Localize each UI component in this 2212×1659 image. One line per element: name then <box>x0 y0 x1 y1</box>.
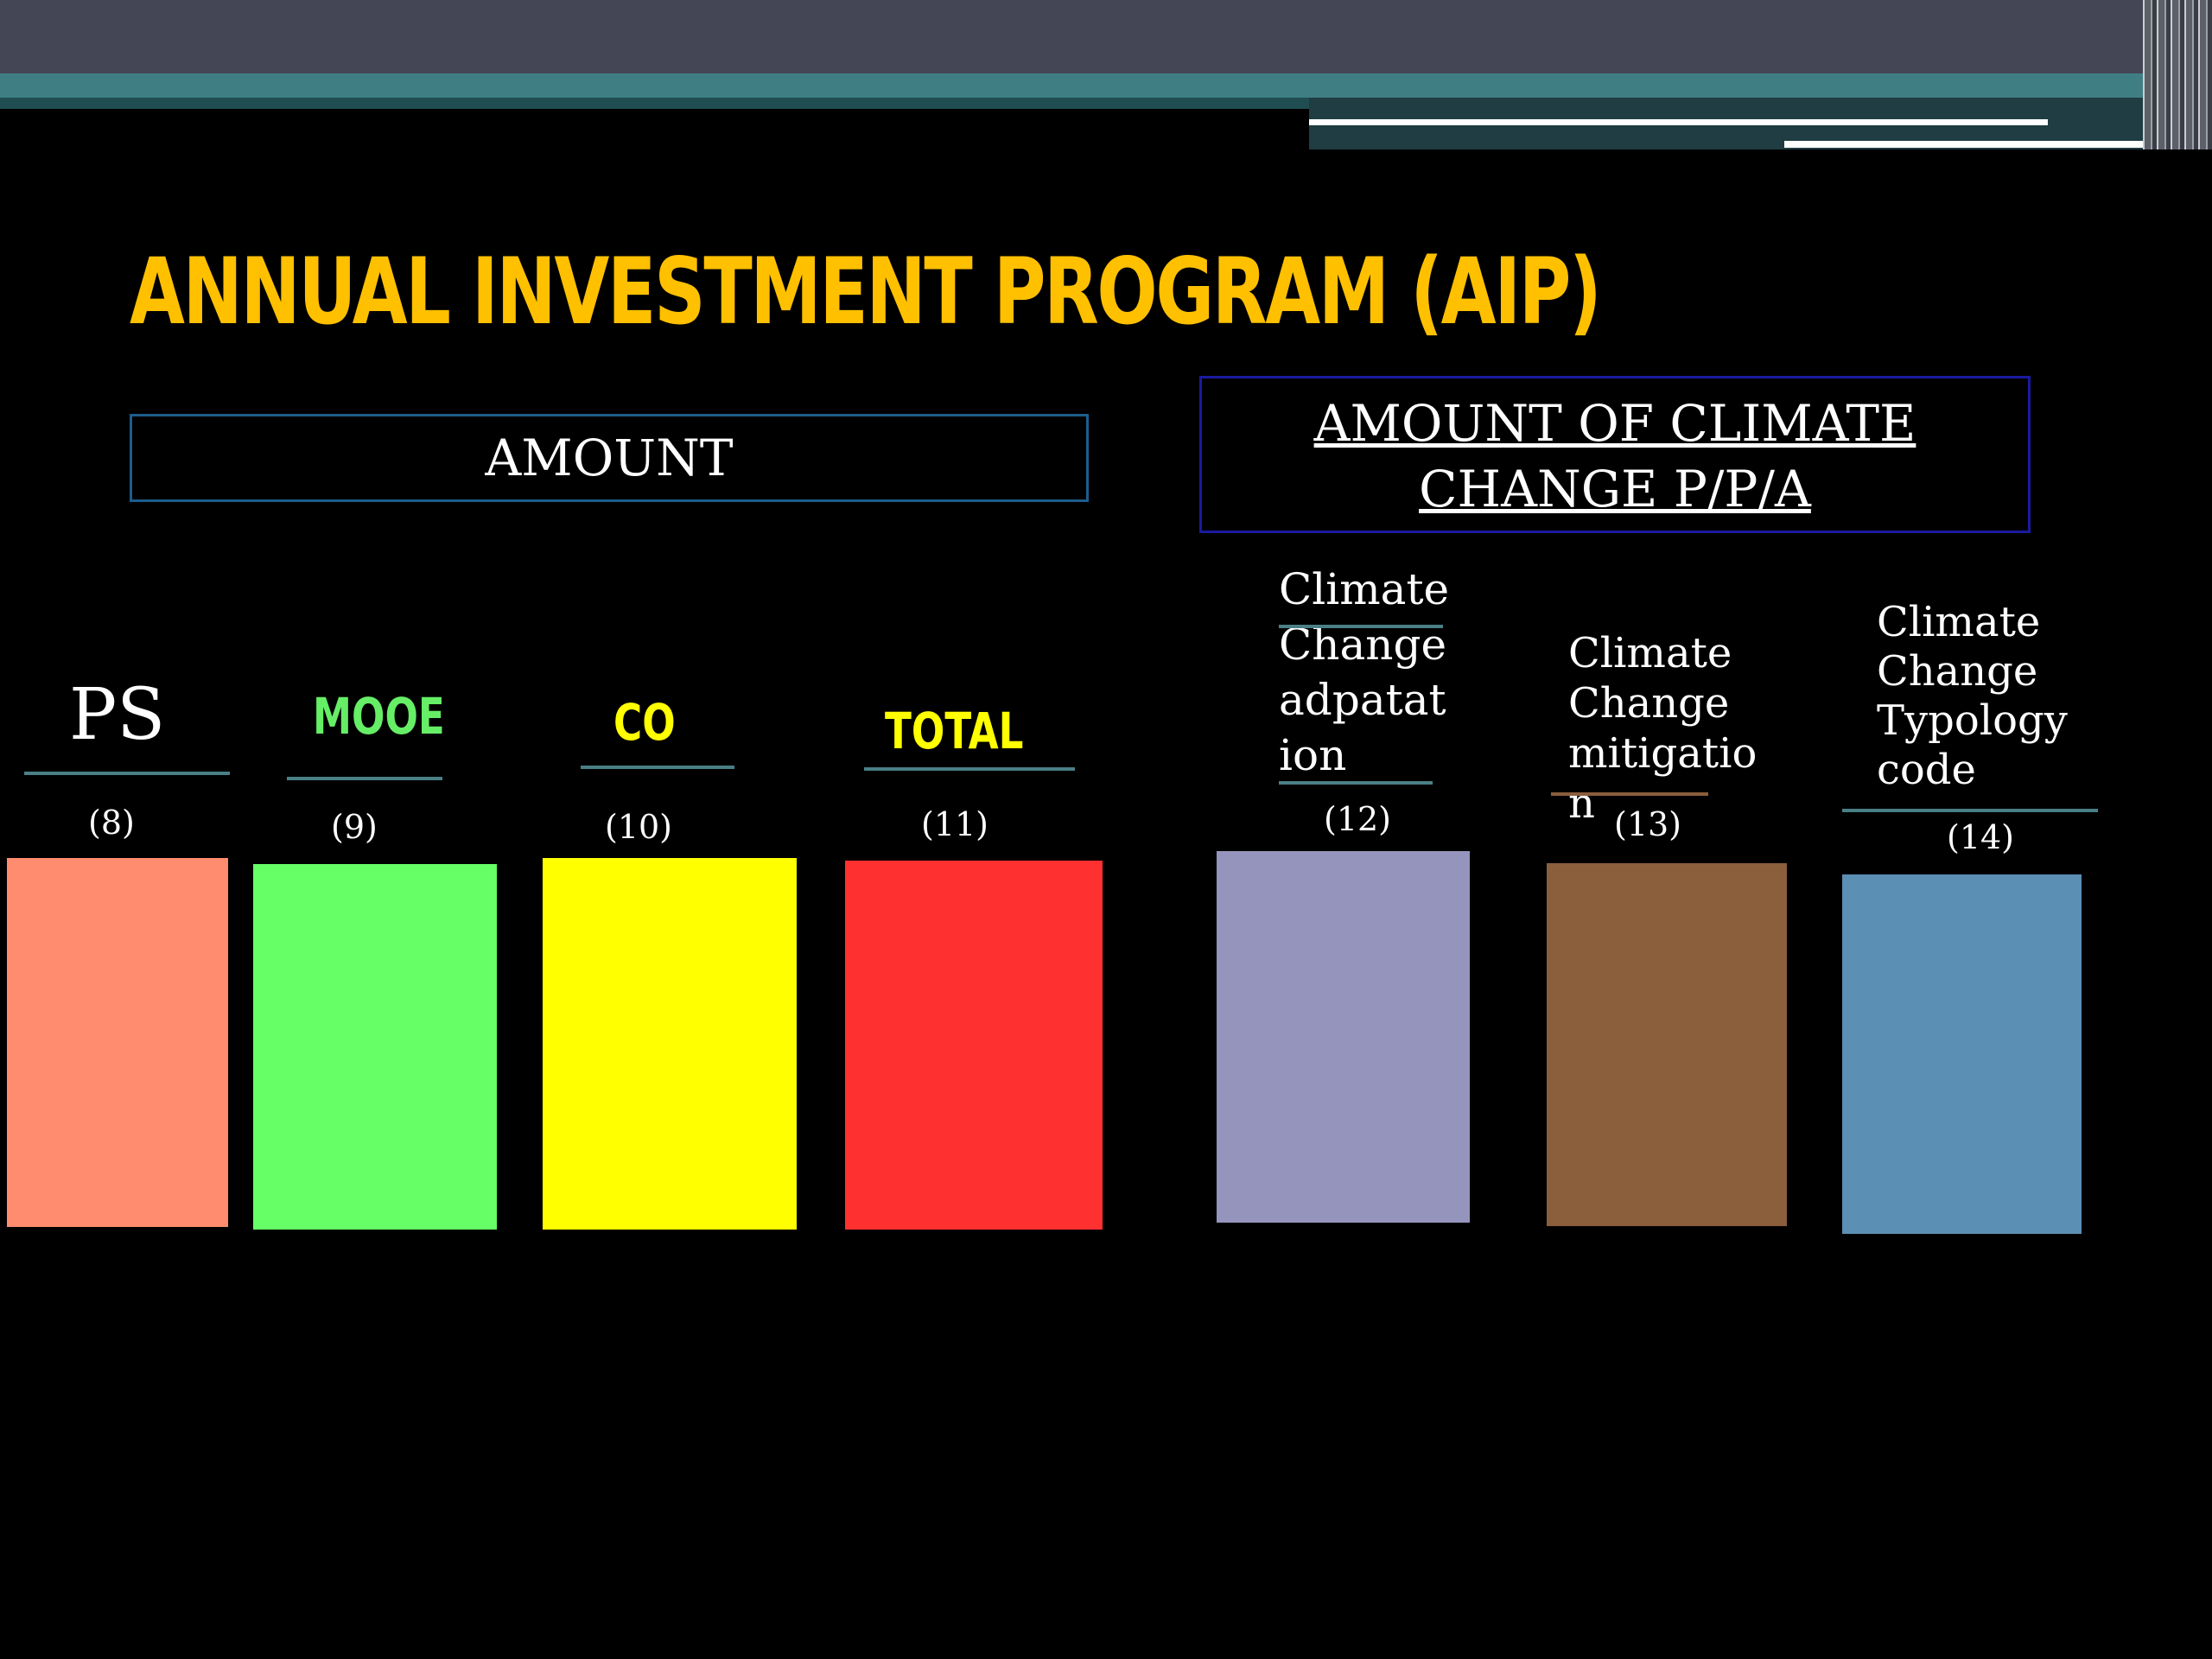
column-label-climate-adaptation: Climate Change adpatat ion <box>1279 562 1449 783</box>
label-underline <box>864 767 1075 771</box>
banner-white-line <box>1309 119 2048 125</box>
banner-teal-stripe <box>0 73 2212 98</box>
label-underline <box>581 766 734 769</box>
label-underline <box>1842 809 2098 812</box>
column-number: (13) <box>1614 805 1682 843</box>
column-number: (12) <box>1324 800 1392 838</box>
banner-dark-stripe <box>0 98 1309 109</box>
label-line: Climate <box>1877 598 2041 646</box>
label-line: mitigatio <box>1568 729 1758 778</box>
top-banner <box>0 0 2212 73</box>
label-line: Typology <box>1877 696 2068 745</box>
label-underline <box>24 772 230 775</box>
column-label-climate-typology: Climate Change Typology code <box>1877 598 2068 795</box>
label-line: Climate <box>1279 564 1450 614</box>
color-block-mooe <box>253 864 497 1230</box>
amount-header-text: AMOUNT <box>485 429 734 487</box>
label-line: adpatat <box>1279 675 1446 725</box>
label-underline <box>287 777 442 780</box>
label-line: ion <box>1279 730 1347 780</box>
banner-vertical-stripes <box>2143 0 2212 149</box>
label-line: Change <box>1877 647 2038 696</box>
column-number: (8) <box>88 804 135 842</box>
label-line: Change <box>1568 679 1730 728</box>
label-line: code <box>1877 746 1976 794</box>
color-block-ps <box>7 858 228 1227</box>
slide-title: ANNUAL INVESTMENT PROGRAM (AIP) <box>130 238 1602 345</box>
color-block-climate-typology <box>1842 874 2082 1234</box>
color-block-co <box>543 858 797 1230</box>
label-underline <box>1551 792 1708 796</box>
column-number: (9) <box>331 808 378 846</box>
label-underline <box>1279 781 1433 785</box>
color-block-climate-mitigation <box>1547 863 1787 1226</box>
column-label-total: TOTAL <box>885 702 1024 760</box>
banner-white-line <box>1784 141 2169 148</box>
amount-header-box: AMOUNT <box>130 414 1089 502</box>
column-label-mooe: MOOE <box>313 687 445 746</box>
label-underline <box>1279 625 1443 628</box>
climate-header-box: AMOUNT OF CLIMATE CHANGE P/P/A <box>1199 376 2031 533</box>
climate-header-line: AMOUNT OF CLIMATE <box>1313 394 1916 453</box>
color-block-climate-adaptation <box>1217 851 1470 1223</box>
column-label-co: CO <box>613 693 676 752</box>
color-block-total <box>845 861 1103 1230</box>
column-label-ps: PS <box>69 674 166 756</box>
climate-header-line: CHANGE P/P/A <box>1419 460 1811 518</box>
column-number: (10) <box>605 808 673 846</box>
column-number: (14) <box>1947 818 2015 856</box>
label-line: Climate <box>1568 629 1732 677</box>
column-number: (11) <box>921 805 989 843</box>
column-label-climate-mitigation: Climate Change mitigatio n <box>1568 628 1757 829</box>
label-line: n <box>1568 779 1595 828</box>
